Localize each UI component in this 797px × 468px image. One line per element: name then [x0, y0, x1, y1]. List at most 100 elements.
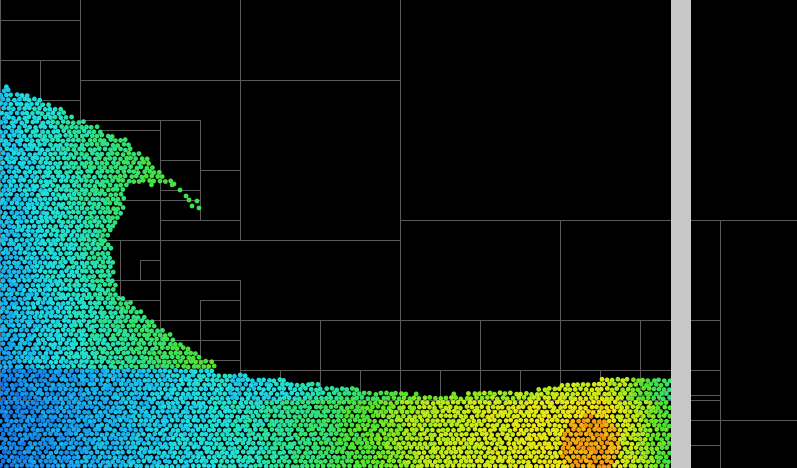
fluid-particle: [512, 427, 518, 432]
fluid-particle: [24, 110, 30, 116]
fluid-particle: [85, 233, 90, 239]
fluid-particle: [235, 404, 241, 410]
fluid-particle: [41, 437, 46, 442]
fluid-particle: [97, 155, 102, 161]
fluid-particle: [267, 422, 272, 428]
fluid-particle: [456, 427, 462, 433]
fluid-particle: [355, 404, 360, 410]
fluid-particle: [107, 454, 112, 460]
fluid-particle: [247, 391, 253, 397]
fluid-particle: [508, 409, 513, 415]
fluid-particle: [510, 395, 516, 401]
fluid-particle: [153, 427, 159, 432]
fluid-particle: [126, 459, 132, 464]
fluid-particle: [86, 410, 92, 415]
fluid-particle: [188, 405, 194, 411]
fluid-particle: [44, 211, 50, 216]
fluid-particle: [94, 142, 100, 147]
fluid-particle: [53, 431, 59, 437]
fluid-particle: [0, 309, 4, 314]
fluid-particle: [66, 210, 72, 215]
fluid-particle: [428, 422, 433, 428]
fluid-particle: [507, 428, 513, 433]
fluid-particle: [118, 210, 123, 216]
fluid-particle: [572, 405, 578, 410]
fluid-particle: [450, 399, 456, 405]
fluid-particle: [84, 160, 89, 166]
fluid-particle: [394, 400, 400, 406]
fluid-particle: [16, 269, 22, 275]
fluid-particle: [210, 377, 215, 383]
fluid-particle: [388, 454, 393, 460]
fluid-particle: [664, 445, 670, 451]
fluid-particle: [47, 206, 53, 212]
fluid-particle: [46, 238, 51, 243]
fluid-particle: [661, 378, 667, 384]
fluid-particle: [318, 440, 324, 446]
fluid-particle: [114, 151, 120, 157]
fluid-particle: [564, 464, 570, 468]
fluid-particle: [354, 395, 360, 401]
fluid-particle: [55, 427, 61, 433]
fluid-particle: [0, 250, 6, 256]
fluid-particle: [97, 209, 103, 215]
fluid-particle: [6, 450, 12, 455]
fluid-particle: [663, 454, 669, 460]
fluid-particle: [281, 378, 286, 383]
fluid-particle: [47, 196, 53, 202]
fluid-particle: [167, 449, 173, 455]
fluid-particle: [469, 414, 475, 420]
fluid-particle: [56, 455, 62, 460]
fluid-particle: [604, 396, 610, 402]
fluid-particle: [44, 228, 50, 234]
fluid-particle: [599, 413, 605, 419]
fluid-particle: [89, 359, 95, 365]
fluid-particle: [33, 232, 38, 238]
fluid-particle: [269, 463, 274, 468]
fluid-particle: [58, 396, 64, 401]
fluid-particle: [90, 324, 95, 329]
fluid-particle: [69, 323, 74, 329]
fluid-particle: [32, 106, 37, 112]
fluid-particle: [404, 454, 410, 459]
fluid-particle: [552, 414, 558, 419]
fluid-particle: [347, 445, 353, 450]
fluid-particle: [74, 205, 80, 211]
fluid-particle: [72, 373, 77, 379]
fluid-particle: [87, 463, 93, 468]
fluid-particle: [118, 436, 124, 442]
fluid-particle: [211, 382, 217, 387]
fluid-particle: [48, 296, 53, 302]
fluid-particle: [35, 219, 41, 225]
fluid-particle: [33, 278, 38, 283]
fluid-particle: [286, 405, 292, 411]
fluid-particle: [386, 414, 392, 420]
fluid-particle: [25, 364, 30, 370]
fluid-particle: [536, 449, 541, 455]
fluid-particle: [3, 255, 9, 261]
fluid-particle: [118, 381, 124, 387]
fluid-particle: [417, 414, 423, 420]
fluid-particle: [27, 458, 33, 464]
fluid-particle: [34, 263, 40, 269]
fluid-particle: [321, 435, 327, 441]
fluid-particle: [389, 418, 394, 424]
fluid-particle: [121, 169, 127, 175]
fluid-particle: [86, 445, 92, 451]
fluid-particle: [11, 431, 17, 437]
fluid-particle: [17, 368, 23, 374]
fluid-particle: [131, 449, 137, 455]
fluid-particle: [531, 458, 537, 464]
fluid-particle: [55, 210, 61, 216]
fluid-particle: [191, 391, 197, 397]
fluid-particle: [120, 440, 125, 446]
fluid-particle: [53, 196, 58, 202]
fluid-particle: [63, 277, 69, 283]
fluid-particle: [271, 450, 277, 456]
fluid-particle: [620, 440, 626, 446]
fluid-particle: [25, 246, 31, 251]
fluid-particle: [157, 404, 163, 410]
fluid-particle: [406, 441, 411, 447]
fluid-particle: [311, 436, 317, 442]
fluid-particle: [93, 156, 98, 162]
